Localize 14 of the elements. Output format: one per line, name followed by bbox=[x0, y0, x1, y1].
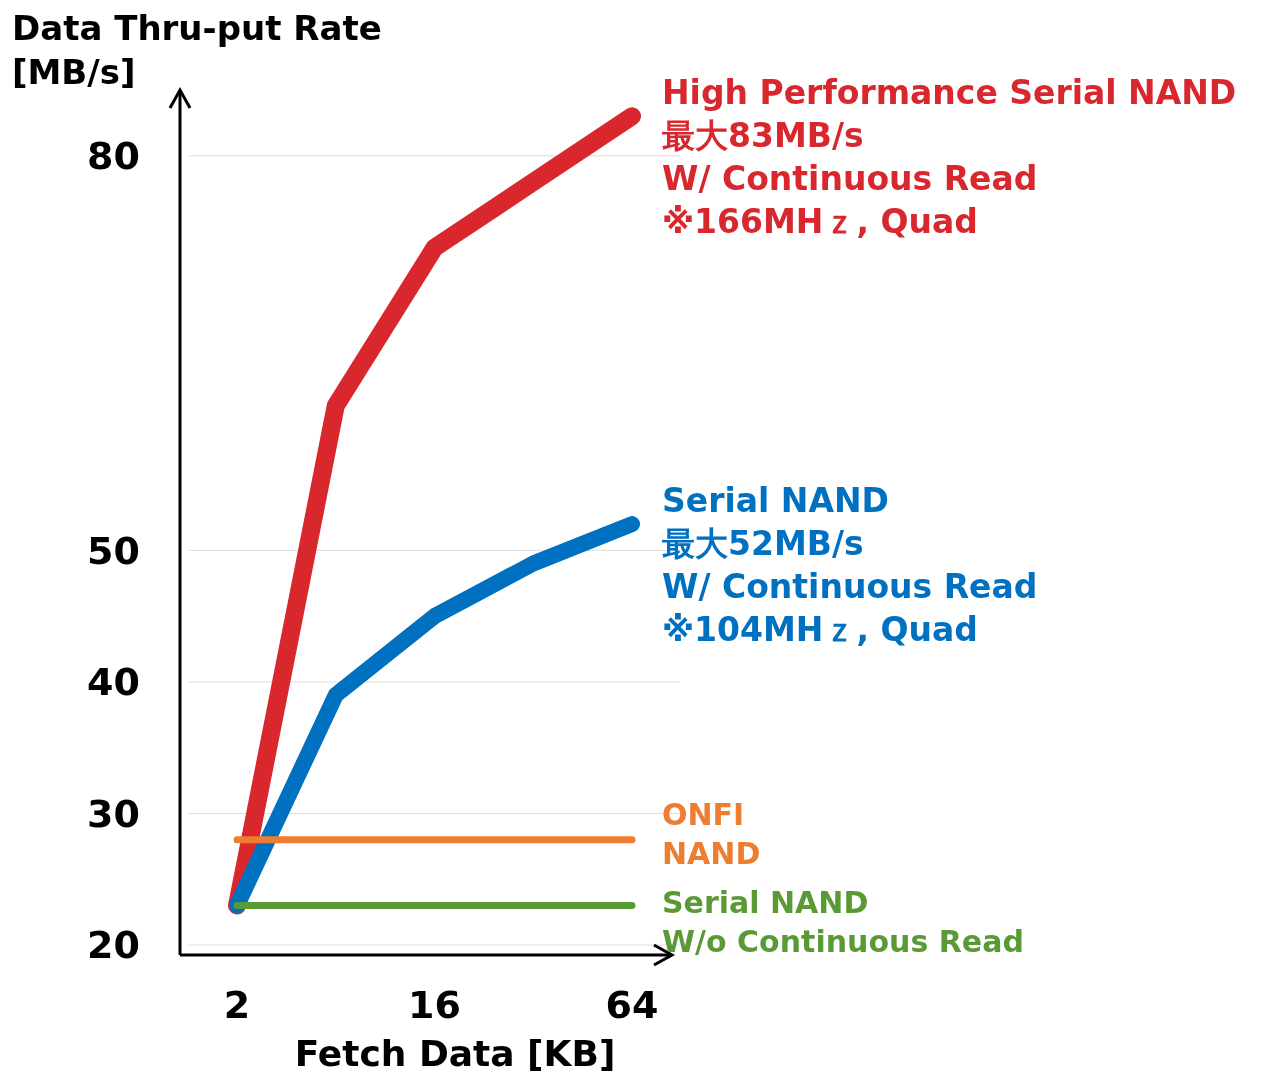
y-axis-title: Data Thru-put Rate [MB/s] bbox=[12, 8, 382, 92]
x-tick-label: 16 bbox=[408, 983, 461, 1027]
y-tick-label: 40 bbox=[87, 660, 140, 705]
series-label: Serial NAND W/o Continuous Read bbox=[662, 884, 1024, 959]
series-label: ONFI NAND bbox=[662, 796, 761, 871]
y-tick-label: 80 bbox=[87, 134, 140, 179]
x-axis-title: Fetch Data [KB] bbox=[294, 1033, 616, 1074]
y-tick-label: 50 bbox=[87, 528, 140, 573]
x-tick-label: 64 bbox=[605, 983, 659, 1027]
y-tick-label: 30 bbox=[87, 791, 140, 836]
x-tick-label: 2 bbox=[223, 983, 251, 1027]
y-tick-label: 20 bbox=[87, 923, 140, 968]
series-label: High Performance Serial NAND 最大83MB/s W/ Continuous Read ※166MHｚ, Quad bbox=[662, 73, 1237, 242]
series-label: Serial NAND 最大52MB/s W/ Continuous Read ※104MHｚ, Quad bbox=[662, 481, 1038, 649]
